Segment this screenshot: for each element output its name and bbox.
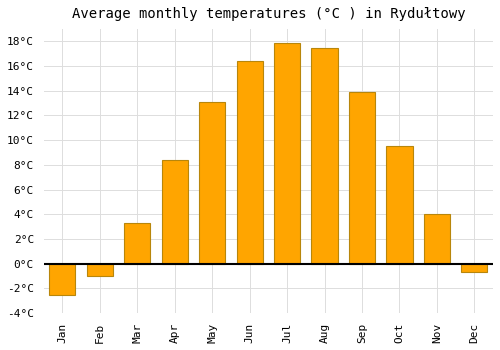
Bar <box>86 264 113 276</box>
Bar <box>124 223 150 264</box>
Bar <box>236 61 262 264</box>
Bar <box>461 264 487 272</box>
Bar <box>274 43 300 264</box>
Bar <box>386 146 412 264</box>
Title: Average monthly temperatures (°C ) in Rydułtowy: Average monthly temperatures (°C ) in Ry… <box>72 7 465 21</box>
Bar <box>312 48 338 264</box>
Bar <box>424 214 450 264</box>
Bar <box>349 92 375 264</box>
Bar <box>162 160 188 264</box>
Bar <box>50 264 76 295</box>
Bar <box>199 102 226 264</box>
